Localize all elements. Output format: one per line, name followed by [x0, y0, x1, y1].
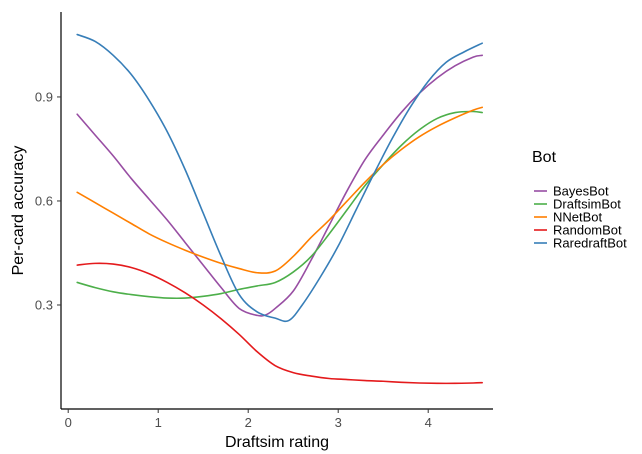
series-line-draftsimbot	[76, 110, 483, 300]
x-tick-label: 0	[65, 415, 72, 430]
x-tick-label: 2	[245, 415, 252, 430]
plot-lines	[76, 33, 483, 385]
y-tick-label: 0.6	[35, 193, 53, 208]
series-line-raredraftbot	[76, 33, 483, 323]
legend-title: Bot	[532, 149, 557, 166]
series-line-nnetbot	[76, 106, 483, 274]
legend-label-draftsimbot: DraftsimBot	[553, 197, 621, 212]
y-axis-ticks: 0.3 0.6 0.9	[35, 89, 61, 312]
legend-items: BayesBotDraftsimBotNNetBotRandomBotRared…	[534, 184, 627, 251]
series-line-bayesbot	[76, 54, 483, 317]
x-tick-label: 4	[425, 415, 432, 430]
legend: Bot BayesBotDraftsimBotNNetBotRandomBotR…	[532, 149, 627, 251]
series-line-randombot	[76, 262, 483, 385]
x-axis-title: Draftsim rating	[225, 434, 329, 451]
x-axis-ticks: 0 1 2 3 4	[65, 409, 432, 430]
x-tick-label: 3	[335, 415, 342, 430]
legend-label-raredraftbot: RaredraftBot	[553, 236, 627, 251]
y-tick-label: 0.9	[35, 89, 53, 104]
legend-label-nnetbot: NNetBot	[553, 210, 603, 225]
legend-label-bayesbot: BayesBot	[553, 184, 609, 199]
x-tick-label: 1	[155, 415, 162, 430]
y-tick-label: 0.3	[35, 297, 53, 312]
y-axis-title: Per-card accuracy	[10, 146, 27, 276]
legend-label-randombot: RandomBot	[553, 223, 622, 238]
